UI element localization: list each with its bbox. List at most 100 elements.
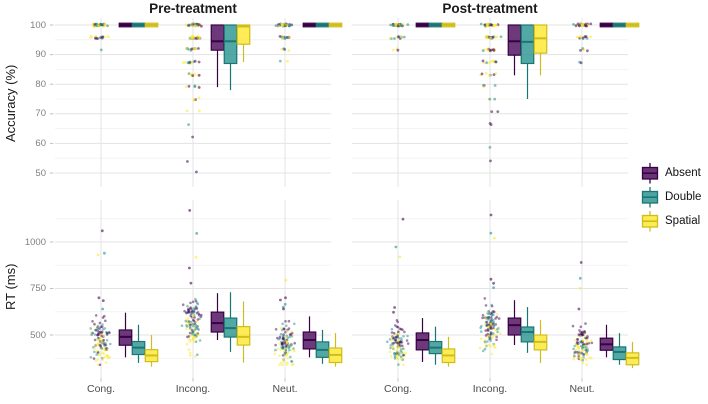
jitter-point (96, 358, 100, 361)
jitter-point (191, 300, 195, 304)
legend-entry-double: Double (641, 186, 707, 208)
boxplot-box (520, 326, 535, 343)
jitter-point (575, 35, 579, 39)
jitter-point (196, 327, 199, 331)
jitter-point (574, 24, 578, 28)
jitter-point (582, 348, 586, 352)
jitter-point (578, 356, 581, 360)
jitter-point (103, 327, 107, 330)
jitter-point (187, 123, 191, 126)
jitter-outlier-point (392, 310, 395, 314)
jitter-point (286, 351, 290, 354)
jitter-point (181, 303, 185, 307)
jitter-point (394, 324, 397, 327)
y-tick-label: 50 (35, 167, 46, 179)
jitter-point (106, 35, 110, 39)
jitter-point (572, 354, 576, 357)
jitter-point (187, 84, 191, 88)
jitter-point (194, 305, 198, 308)
jitter-point (191, 74, 195, 77)
jitter-point (279, 332, 283, 336)
jitter-point (101, 351, 104, 355)
jitter-point (494, 60, 497, 64)
x-tick-label: Cong. (86, 383, 116, 395)
jitter-point (486, 22, 490, 26)
jitter-point (93, 333, 97, 336)
jitter-point (576, 347, 580, 350)
jitter-point (284, 320, 287, 323)
jitter-point (493, 84, 497, 87)
jitter-point (191, 322, 194, 326)
jitter-point (586, 49, 589, 53)
jitter-point (404, 351, 408, 355)
jitter-point (95, 353, 99, 356)
jitter-point (496, 110, 500, 113)
jitter-outlier-point (279, 298, 282, 302)
jitter-point (189, 307, 192, 311)
jitter-point (579, 344, 583, 348)
jitter-point (282, 344, 285, 347)
jitter-point (194, 323, 198, 327)
jitter-point (192, 340, 196, 343)
jitter-point (98, 352, 101, 356)
jitter-point (488, 74, 491, 77)
jitter-point (392, 348, 396, 351)
jitter-point (108, 355, 112, 359)
jitter-point (488, 146, 492, 149)
jitter-point (402, 353, 406, 357)
jitter-point (584, 351, 588, 355)
jitter-point (390, 327, 394, 331)
jitter-point (286, 59, 289, 63)
jitter-point (572, 347, 575, 351)
jitter-point (94, 314, 98, 317)
jitter-point (579, 350, 582, 354)
jitter-point (482, 85, 486, 88)
jitter-point (290, 360, 293, 363)
jitter-point (485, 323, 489, 327)
jitter-point (288, 24, 291, 28)
y-tick-label: 750 (30, 283, 46, 294)
jitter-outlier-point (188, 266, 191, 270)
jitter-point (281, 322, 284, 326)
jitter-point (197, 96, 201, 100)
jitter-point (289, 355, 292, 359)
jitter-point (102, 338, 105, 342)
jitter-outlier-point (283, 302, 287, 306)
jitter-point (98, 22, 102, 26)
jitter-point (197, 73, 201, 77)
jitter-outlier-point (282, 307, 285, 311)
x-tick-label: Neut. (569, 383, 595, 395)
jitter-point (579, 352, 582, 356)
jitter-point (480, 72, 484, 76)
jitter-point (183, 309, 186, 313)
jitter-point (578, 24, 582, 27)
jitter-point (293, 349, 296, 353)
jitter-point (386, 340, 389, 344)
jitter-point (281, 36, 284, 40)
boxplot-box (236, 24, 251, 45)
jitter-point (288, 335, 292, 339)
jitter-point (573, 339, 577, 342)
jitter-point (94, 35, 98, 38)
jitter-point (392, 337, 395, 340)
jitter-outlier-point (492, 286, 495, 289)
jitter-outlier-point (101, 307, 104, 311)
jitter-point (397, 338, 401, 342)
jitter-point (493, 97, 497, 101)
jitter-point (478, 346, 482, 350)
jitter-point (193, 328, 196, 332)
y-axis-title-accuracy: Accuracy (%) (3, 64, 18, 142)
jitter-point (94, 343, 97, 347)
jitter-point (481, 349, 485, 353)
jitter-point (288, 348, 291, 352)
jitter-point (95, 349, 99, 353)
jitter-point (280, 346, 283, 349)
jitter-point (492, 326, 495, 330)
jitter-point (109, 342, 112, 346)
jitter-point (495, 338, 498, 342)
jitter-point (194, 336, 198, 339)
jitter-point (185, 343, 189, 346)
jitter-point (578, 329, 581, 332)
jitter-point (278, 35, 282, 38)
jitter-point (108, 331, 111, 335)
